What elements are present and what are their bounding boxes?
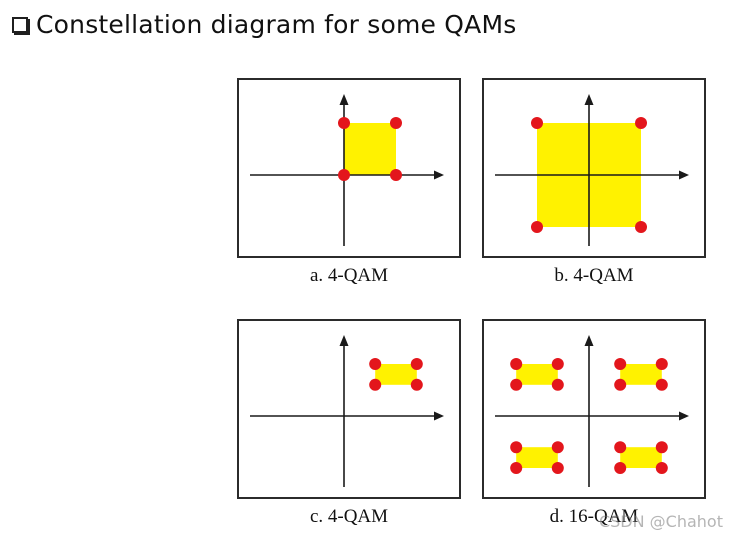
- x-axis-arrowhead: [434, 411, 444, 421]
- diagram-panel-d: [482, 319, 706, 499]
- diagram-caption-b: b. 4-QAM: [554, 265, 634, 286]
- constellation-point: [614, 358, 627, 370]
- region-fill: [620, 364, 662, 385]
- constellation-point: [510, 358, 523, 370]
- diagram-panel-a: [237, 78, 461, 258]
- constellation-point: [338, 117, 350, 129]
- diagram-a-svg: [250, 94, 444, 246]
- region-fill: [620, 447, 662, 468]
- y-axis-arrowhead: [339, 335, 349, 346]
- constellation-point: [338, 169, 350, 181]
- constellation-point: [655, 358, 668, 370]
- constellation-point: [551, 358, 564, 370]
- diagram-d-svg: [495, 335, 689, 487]
- constellation-point: [635, 221, 647, 233]
- y-axis-arrowhead: [584, 94, 594, 105]
- x-axis-arrowhead: [434, 170, 444, 180]
- constellation-point: [655, 441, 668, 454]
- constellation-point: [510, 462, 523, 474]
- constellation-point: [510, 378, 523, 391]
- constellation-point: [531, 221, 543, 233]
- constellation-point: [390, 169, 402, 181]
- constellation-point: [551, 441, 564, 454]
- page-header: Constellation diagram for some QAMs: [12, 10, 516, 39]
- x-axis-arrowhead: [679, 170, 689, 180]
- constellation-point: [614, 462, 627, 474]
- watermark: CSDN @Chahot: [598, 512, 723, 531]
- constellation-point: [551, 378, 564, 391]
- diagram-panel-c: [237, 319, 461, 499]
- diagram-b-svg: [495, 94, 689, 246]
- constellation-point: [369, 358, 382, 370]
- region-fill: [344, 123, 396, 175]
- page-title: Constellation diagram for some QAMs: [36, 10, 517, 39]
- y-axis-arrowhead: [339, 94, 349, 105]
- region-fill: [516, 447, 558, 468]
- region-fill: [516, 364, 558, 385]
- checkbox-bullet-icon: [12, 16, 28, 33]
- constellation-point: [531, 117, 543, 129]
- region-fill: [375, 364, 417, 385]
- diagram-caption-a: a. 4-QAM: [309, 265, 389, 286]
- diagram-caption-c: c. 4-QAM: [309, 506, 389, 527]
- diagram-panel-b: [482, 78, 706, 258]
- constellation-point: [551, 462, 564, 474]
- constellation-point: [655, 378, 668, 391]
- constellation-point: [410, 378, 423, 391]
- diagram-caption-d: d. 16-QAM: [549, 506, 639, 527]
- constellation-point: [614, 441, 627, 454]
- x-axis-arrowhead: [679, 411, 689, 421]
- constellation-point: [410, 358, 423, 370]
- constellation-point: [369, 378, 382, 391]
- constellation-point: [390, 117, 402, 129]
- y-axis-arrowhead: [584, 335, 594, 346]
- constellation-point: [635, 117, 647, 129]
- constellation-point: [655, 462, 668, 474]
- constellation-point: [510, 441, 523, 454]
- diagram-c-svg: [250, 335, 444, 487]
- constellation-point: [614, 378, 627, 391]
